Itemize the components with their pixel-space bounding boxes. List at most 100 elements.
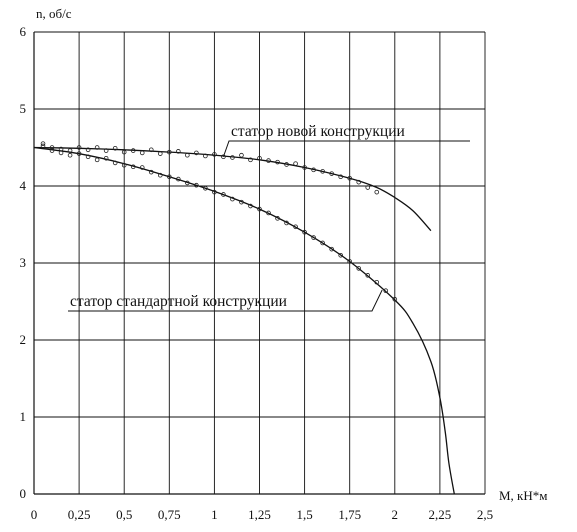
x-axis-label: M, кН*м — [499, 488, 548, 503]
x-tick-label: 0,75 — [158, 507, 181, 522]
data-point-new-stator — [347, 176, 353, 181]
data-point-standard-stator — [130, 164, 136, 170]
data-point-new-stator — [94, 145, 100, 150]
data-point-new-stator — [49, 145, 55, 150]
data-point-standard-stator — [167, 174, 172, 180]
data-point-standard-stator — [293, 224, 298, 230]
annotation-standard-stator: статор стандартной конструкции — [70, 293, 287, 310]
data-point-standard-stator — [320, 240, 325, 246]
data-point-new-stator — [239, 152, 244, 158]
x-tick-label: 2,25 — [429, 507, 452, 522]
x-tick-label: 1,25 — [248, 507, 271, 522]
data-point-new-stator — [365, 185, 371, 190]
data-point-standard-stator — [257, 206, 262, 212]
y-tick-label: 4 — [20, 178, 27, 193]
data-point-standard-stator — [347, 259, 353, 264]
y-tick-label: 0 — [20, 486, 27, 501]
data-point-standard-stator — [266, 210, 271, 216]
x-tick-label: 0,25 — [68, 507, 91, 522]
data-point-standard-stator — [302, 229, 307, 235]
data-point-standard-stator — [185, 180, 190, 186]
data-point-standard-stator — [284, 220, 289, 226]
data-point-standard-stator — [112, 160, 118, 166]
annotations: статор новой конструкции статор стандарт… — [68, 123, 470, 312]
x-tick-label: 2 — [392, 507, 399, 522]
data-point-standard-stator — [203, 186, 208, 191]
series-line-new-stator — [33, 146, 432, 232]
data-point-standard-stator — [148, 169, 154, 175]
data-point-standard-stator — [311, 235, 316, 240]
data-point-new-stator — [139, 150, 145, 156]
data-point-standard-stator — [365, 273, 371, 278]
data-point-standard-stator — [329, 246, 334, 252]
series-curves — [33, 146, 455, 495]
x-tick-label: 0 — [31, 507, 38, 522]
data-point-standard-stator — [103, 155, 109, 161]
data-point-new-stator — [130, 148, 136, 153]
data-point-standard-stator — [374, 279, 380, 285]
data-point-standard-stator — [356, 266, 362, 271]
data-point-new-stator — [185, 152, 190, 158]
data-point-standard-stator — [94, 157, 100, 163]
data-point-standard-stator — [157, 172, 163, 178]
data-point-standard-stator — [76, 151, 82, 156]
annotation-leader-new — [222, 140, 470, 157]
data-point-new-stator — [302, 165, 307, 170]
x-tick-label: 0,5 — [116, 507, 132, 522]
data-point-new-stator — [374, 189, 380, 195]
data-point-new-stator — [85, 147, 91, 153]
data-point-new-stator — [266, 158, 271, 163]
data-point-standard-stator — [139, 165, 145, 170]
data-point-standard-stator — [248, 203, 253, 209]
data-point-standard-stator — [121, 162, 127, 168]
x-tick-label: 1,75 — [338, 507, 361, 522]
data-point-new-stator — [320, 169, 325, 174]
data-point-standard-stator — [194, 182, 199, 188]
data-point-standard-stator — [212, 189, 217, 195]
data-point-new-stator — [293, 161, 298, 166]
data-point-new-stator — [148, 147, 154, 153]
data-point-standard-stator — [221, 192, 226, 197]
data-point-standard-stator — [275, 216, 280, 221]
y-axis-label: n, об/с — [36, 6, 72, 21]
data-point-new-stator — [230, 155, 235, 160]
data-point-standard-stator — [40, 143, 46, 149]
data-point-standard-stator — [392, 296, 398, 302]
tick-labels: 0 0,25 0,5 0,75 1 1,25 1,5 1,75 2 2,25 2,5 0 1 2 3 4 5 6 — [20, 24, 494, 522]
data-point-standard-stator — [230, 196, 235, 202]
data-point-new-stator — [67, 148, 73, 153]
y-tick-label: 6 — [20, 24, 27, 39]
x-tick-label: 1 — [211, 507, 218, 522]
data-point-standard-stator — [49, 148, 55, 153]
data-point-standard-stator — [176, 176, 181, 182]
data-point-standard-stator — [67, 152, 73, 158]
data-point-new-stator — [284, 162, 289, 167]
data-point-new-stator — [176, 149, 181, 154]
data-point-new-stator — [338, 174, 343, 180]
series-line-standard-stator — [33, 146, 455, 495]
data-point-new-stator — [257, 155, 262, 161]
data-point-new-stator — [121, 149, 127, 155]
data-point-new-stator — [112, 145, 118, 151]
data-point-new-stator — [221, 154, 226, 160]
data-point-standard-stator — [383, 288, 389, 294]
series-points — [40, 141, 398, 302]
data-point-new-stator — [275, 159, 280, 165]
x-tick-label: 2,5 — [477, 507, 493, 522]
data-point-standard-stator — [58, 150, 64, 156]
data-point-standard-stator — [338, 253, 343, 258]
x-tick-label: 1,5 — [296, 507, 312, 522]
data-point-new-stator — [212, 152, 217, 157]
grid — [33, 31, 486, 495]
data-point-new-stator — [76, 145, 82, 150]
data-point-new-stator — [40, 141, 46, 146]
data-point-new-stator — [356, 179, 362, 185]
data-point-new-stator — [248, 157, 253, 163]
data-point-standard-stator — [239, 199, 244, 205]
data-point-new-stator — [167, 149, 172, 155]
data-point-new-stator — [157, 151, 163, 156]
data-point-new-stator — [194, 150, 199, 156]
data-point-new-stator — [329, 171, 334, 176]
